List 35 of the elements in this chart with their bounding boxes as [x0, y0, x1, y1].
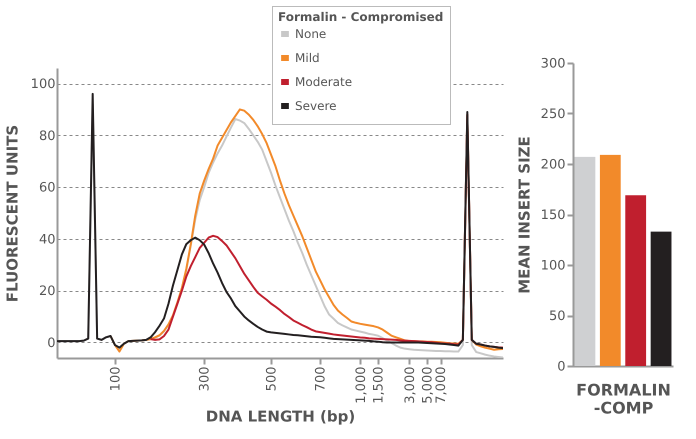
- bar: [625, 195, 646, 366]
- legend-label: Mild: [295, 51, 320, 65]
- y-tick-label: 150: [540, 208, 566, 223]
- legend-label: Severe: [295, 99, 337, 113]
- x-tick-label: 7,000: [434, 366, 450, 404]
- bar: [600, 154, 621, 366]
- y-tick-label: 40: [38, 232, 56, 248]
- legend-label: Moderate: [295, 75, 352, 89]
- bar: [650, 232, 672, 366]
- legend-label: None: [295, 27, 326, 41]
- x-tick-label: 300: [198, 366, 213, 392]
- y-tick-label: 100: [540, 258, 566, 274]
- y-tick-label: 300: [540, 56, 566, 72]
- y-tick-label: 200: [540, 158, 566, 172]
- y-tick-label: 60: [38, 180, 56, 196]
- y-tick-label: 0: [47, 336, 56, 351]
- bar: [574, 156, 596, 366]
- x-axis-title: DNA LENGTH (bp): [206, 408, 356, 426]
- x-tick-label: 1,500: [372, 366, 387, 404]
- y-tick-label: 20: [38, 284, 56, 300]
- x-tick-label: 100: [108, 366, 124, 392]
- y-tick-label: 0: [557, 360, 566, 374]
- y-tick-label: 250: [540, 107, 566, 122]
- x-tick-label: 5,000: [420, 366, 436, 404]
- x-axis-title: FORMALIN -COMP: [576, 380, 671, 418]
- x-tick-label: 500: [264, 366, 280, 392]
- x-tick-label: 1,000: [354, 366, 369, 404]
- x-tick-label: 3,000: [402, 366, 418, 404]
- y-tick-label: 80: [38, 128, 56, 144]
- x-tick-label: 700: [314, 366, 329, 392]
- y-axis-title: FLUORESCENT UNITS: [4, 124, 22, 302]
- y-tick-label: 100: [30, 77, 56, 92]
- y-tick-label: 50: [548, 309, 566, 324]
- y-axis-title: MEAN INSERT SIZE: [516, 136, 534, 294]
- legend-title: Formalin - Compromised: [278, 10, 444, 24]
